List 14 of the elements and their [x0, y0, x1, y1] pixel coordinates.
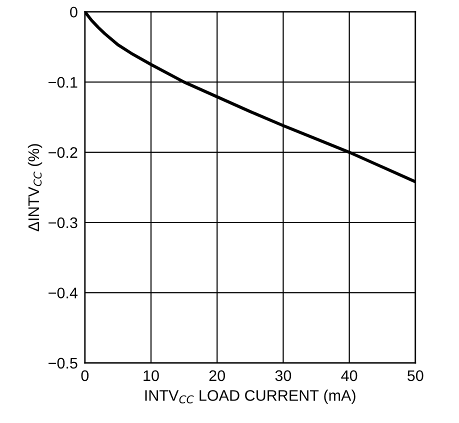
x-tick-label: 0 [81, 370, 89, 382]
y-tick-label: −0.1 [48, 76, 78, 88]
x-tick-label: 50 [408, 370, 424, 382]
x-tick-label: 40 [341, 370, 358, 382]
y-tick-label: 0 [70, 6, 78, 18]
x-tick-label: 10 [144, 370, 159, 382]
y-axis-title: ΔINTV$_{CC}$ (%) [28, 144, 42, 232]
x-axis-title: INTV$_{CC}$ LOAD CURRENT (mA) [145, 390, 356, 404]
y-tick-label: −0.4 [48, 288, 78, 298]
y-tick-label: −0.5 [48, 358, 78, 369]
x-tick-label: 30 [275, 370, 292, 382]
y-tick-label: −0.3 [48, 217, 78, 228]
x-tick-label: 20 [209, 370, 226, 382]
y-tick-label: −0.2 [48, 147, 78, 158]
